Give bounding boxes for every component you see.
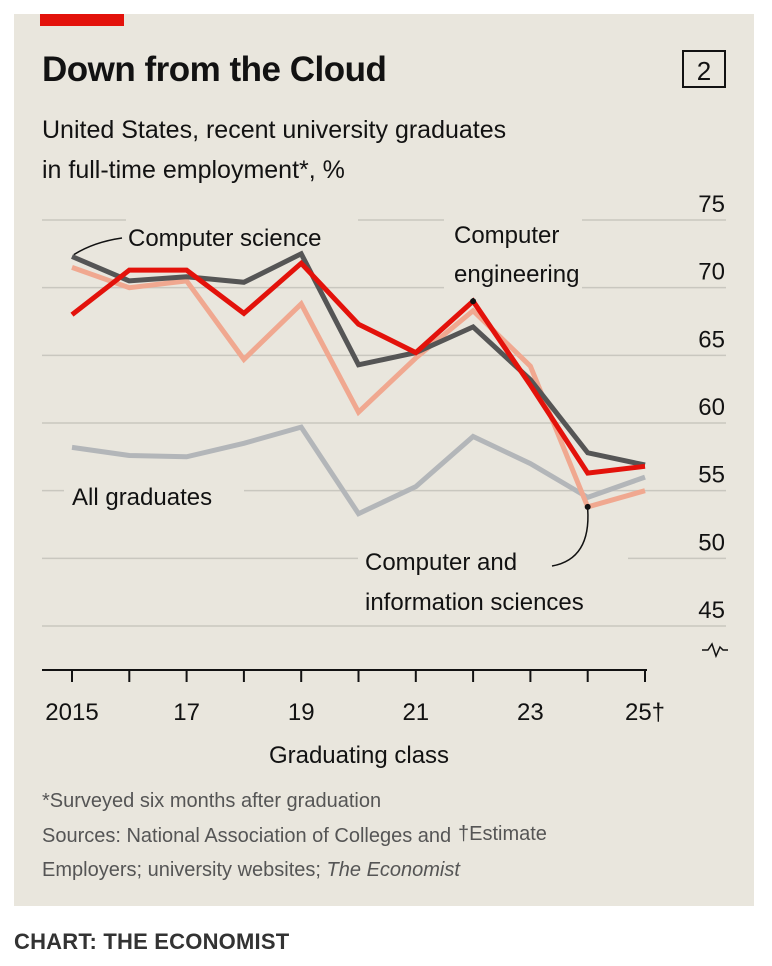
- sources-line2-text: Employers; university websites;: [42, 859, 327, 881]
- label-cis-line2: information sciences: [365, 589, 584, 616]
- footnote-survey: *Surveyed six months after graduation: [42, 790, 382, 812]
- chart-subtitle-line1: United States, recent university graduat…: [42, 116, 507, 144]
- label-computer-engineering-line1: Computer: [454, 222, 559, 249]
- y-tick-label-65: 65: [698, 326, 725, 353]
- chart-credit: CHART: THE ECONOMIST: [14, 929, 290, 954]
- label-computer-engineering-line2: engineering: [454, 261, 579, 288]
- y-tick-label-45: 45: [698, 597, 725, 624]
- leader-cis: [551, 508, 589, 567]
- label-bg-cis: [358, 542, 628, 622]
- brand-accent-bar: [40, 14, 124, 26]
- y-tick-label-50: 50: [698, 529, 725, 556]
- series-line-computer-information-sciences: [71, 265, 646, 510]
- x-tick-label-2015: 2015: [45, 699, 98, 726]
- chart-subtitle-line2: in full-time employment*, %: [42, 156, 345, 184]
- chart-card: Down from the Cloud 2 United States, rec…: [14, 14, 754, 906]
- sources-line1: Sources: National Association of College…: [42, 825, 452, 847]
- label-computer-science: Computer science: [128, 225, 321, 252]
- marker-cis: [584, 503, 591, 510]
- x-tick-label-2017: 17: [173, 699, 200, 726]
- sources-line2: Employers; university websites; The Econ…: [42, 859, 460, 882]
- series-line-computer-engineering: [70, 259, 646, 476]
- series-line-computer-science: [71, 250, 646, 468]
- y-tick-label-70: 70: [698, 259, 725, 286]
- x-tick-label-2019: 19: [288, 699, 315, 726]
- y-tick-label-55: 55: [698, 462, 725, 489]
- series-line-all-graduates: [71, 424, 646, 517]
- x-tick-label-2023: 23: [517, 699, 544, 726]
- sources-economist: The Economist: [326, 859, 460, 881]
- axis-break-icon: [702, 642, 728, 659]
- label-all-graduates: All graduates: [72, 484, 212, 511]
- label-cis-line1: Computer and: [365, 549, 517, 576]
- x-axis-title: Graduating class: [269, 742, 449, 769]
- y-tick-label-75: 75: [698, 191, 725, 218]
- x-tick-label-2021: 21: [402, 699, 429, 726]
- leader-computer-science: [73, 237, 123, 256]
- line-chart: 75 70 65 60 55 50 45 2015 17 19 21 23 25† Graduating …: [42, 191, 728, 769]
- x-tick-label-2025: 25†: [625, 699, 665, 726]
- chart-title: Down from the Cloud: [42, 50, 387, 89]
- y-tick-label-60: 60: [698, 394, 725, 421]
- marker-computer-engineering: [470, 298, 477, 305]
- footnote-estimate: †Estimate: [458, 823, 547, 845]
- label-bg-all-graduates: [64, 478, 244, 514]
- label-bg-computer-engineering: [444, 216, 582, 294]
- chart-number-badge: 2: [682, 50, 726, 88]
- label-bg-computer-science: [126, 219, 358, 255]
